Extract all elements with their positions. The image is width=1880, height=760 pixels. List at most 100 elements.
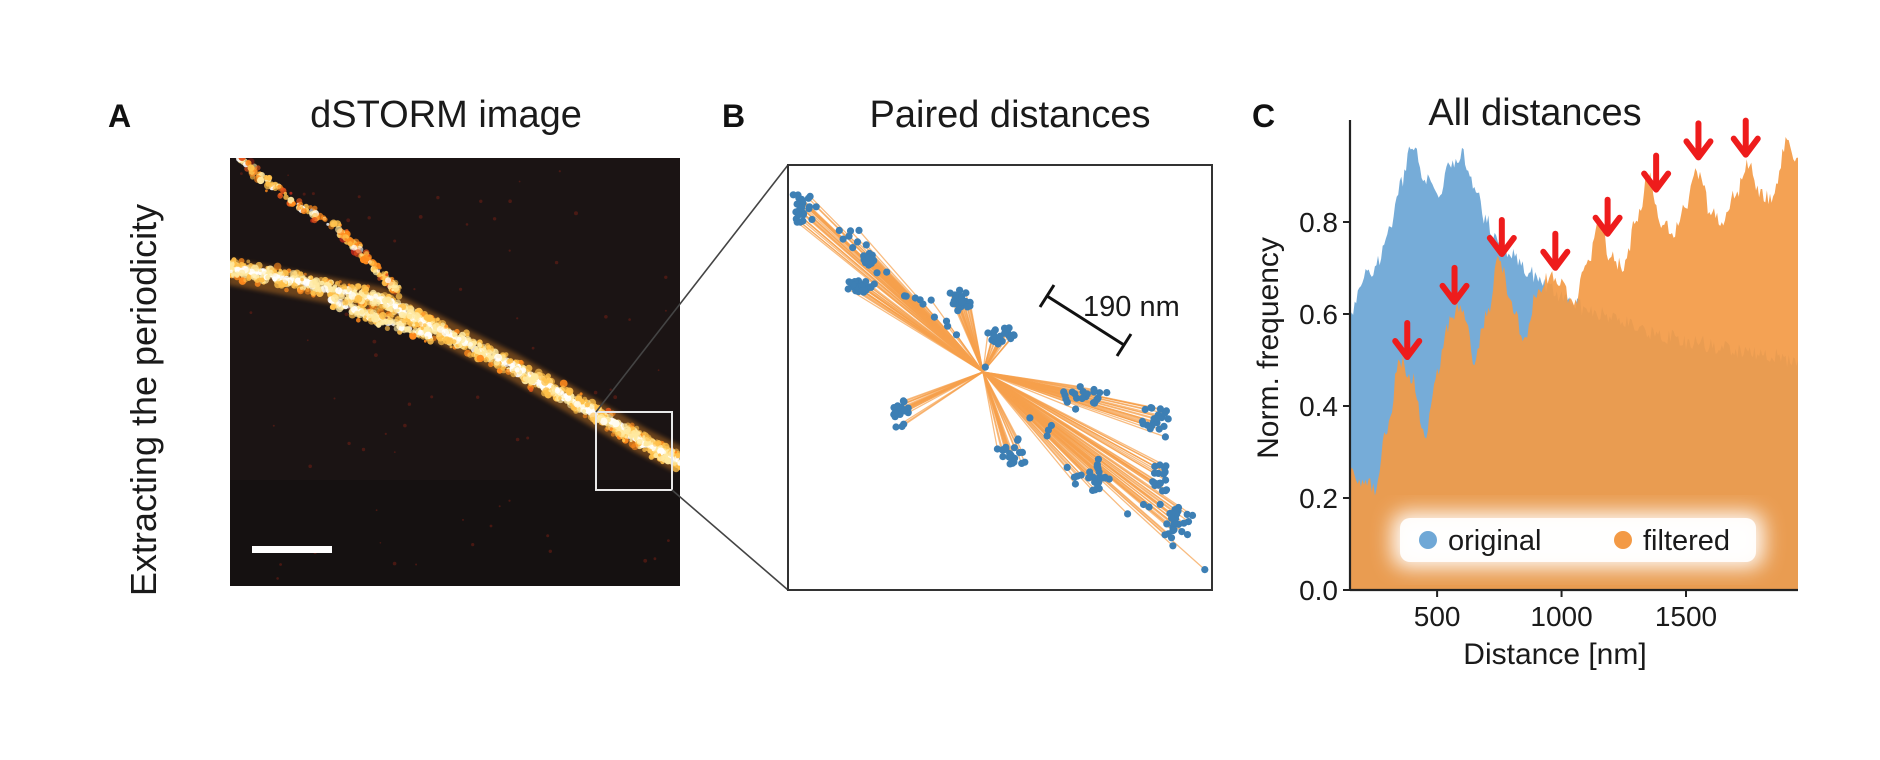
localization-point bbox=[849, 244, 857, 252]
distance-histogram-chart: 0.0 0.2 0.4 0.6 0.8 500 1000 1500 original filte… bbox=[1252, 117, 1798, 671]
localization-dot bbox=[363, 254, 368, 260]
localization-point bbox=[845, 232, 853, 240]
localization-point bbox=[1156, 500, 1164, 508]
background-dot bbox=[593, 390, 598, 395]
background-dot bbox=[407, 402, 412, 406]
localization-dot bbox=[629, 438, 633, 443]
localization-dot bbox=[317, 288, 322, 293]
localization-dot bbox=[662, 450, 667, 455]
x-tick-label: 1000 bbox=[1530, 601, 1592, 632]
localization-dot bbox=[440, 322, 446, 328]
localization-dot bbox=[377, 276, 382, 281]
localization-dot bbox=[284, 287, 289, 293]
localization-dot bbox=[297, 206, 301, 211]
localization-dot bbox=[289, 270, 298, 278]
zoom-connector-top bbox=[595, 164, 789, 413]
localization-point bbox=[798, 197, 806, 205]
localization-dot bbox=[289, 191, 293, 195]
peak-arrow bbox=[1540, 230, 1571, 271]
localization-dot bbox=[468, 342, 473, 347]
localization-point bbox=[805, 203, 814, 211]
pair-line bbox=[982, 371, 1107, 394]
localization-point bbox=[1001, 329, 1009, 337]
chart-title: All distances bbox=[1428, 92, 1641, 134]
background-dot bbox=[333, 397, 336, 400]
localization-dot bbox=[265, 274, 271, 281]
localization-dot bbox=[379, 312, 387, 320]
localization-point bbox=[1005, 453, 1013, 461]
pair-line bbox=[960, 302, 984, 373]
localization-dot bbox=[622, 438, 626, 443]
localization-dot bbox=[312, 278, 317, 283]
localization-point bbox=[1124, 510, 1132, 518]
localization-dot bbox=[425, 326, 432, 334]
localization-point bbox=[1167, 534, 1176, 542]
pair-line bbox=[811, 219, 984, 373]
localization-dot bbox=[556, 389, 564, 396]
pair-line bbox=[903, 371, 984, 412]
localization-dot bbox=[541, 390, 548, 397]
localization-dot bbox=[500, 354, 506, 360]
localization-dot bbox=[342, 289, 348, 295]
localization-dot bbox=[385, 277, 391, 284]
localization-dot bbox=[657, 453, 662, 457]
localization-dot bbox=[238, 269, 246, 277]
localization-dot bbox=[582, 413, 588, 419]
localization-point bbox=[1014, 435, 1022, 443]
background-dot bbox=[276, 577, 279, 580]
pair-line bbox=[847, 288, 984, 373]
background-dot bbox=[518, 180, 521, 183]
background-dot bbox=[516, 317, 519, 320]
background-dot bbox=[418, 215, 423, 219]
localization-dot bbox=[234, 273, 240, 278]
localization-dot bbox=[510, 370, 517, 378]
localization-dot bbox=[514, 362, 518, 366]
localization-point bbox=[1089, 486, 1097, 494]
localization-dot bbox=[494, 353, 502, 362]
background-dot bbox=[379, 542, 382, 544]
localization-point bbox=[919, 300, 927, 308]
localization-dot bbox=[356, 311, 364, 319]
localization-dot bbox=[633, 434, 638, 440]
localization-dot bbox=[574, 400, 581, 408]
localization-point bbox=[902, 292, 910, 300]
localization-dot bbox=[641, 431, 647, 437]
peak-arrow bbox=[1486, 217, 1517, 257]
localization-dot bbox=[243, 277, 248, 283]
localization-dot bbox=[420, 326, 424, 330]
localization-point bbox=[1006, 460, 1014, 468]
peak-arrows bbox=[1392, 117, 1761, 361]
localization-dot bbox=[509, 362, 515, 369]
background-dot bbox=[344, 312, 349, 317]
localization-point bbox=[946, 289, 954, 297]
background-dot bbox=[240, 172, 243, 176]
localization-dot bbox=[349, 303, 353, 308]
background-dot bbox=[531, 346, 535, 350]
legend-label: filtered bbox=[1643, 525, 1730, 557]
panel-b-frame bbox=[787, 164, 1213, 591]
localization-dot bbox=[331, 294, 339, 303]
pair-line bbox=[982, 371, 1076, 410]
localization-dot bbox=[326, 222, 330, 226]
background-dot bbox=[367, 216, 371, 220]
localization-dot bbox=[530, 373, 539, 382]
localization-dot bbox=[525, 364, 533, 372]
localization-dot bbox=[417, 329, 424, 336]
background-dot bbox=[548, 549, 552, 553]
panel-b-title: Paired distances bbox=[870, 94, 1151, 136]
localization-dot bbox=[385, 296, 392, 304]
localization-dot bbox=[356, 318, 361, 323]
pair-line bbox=[870, 286, 984, 373]
peak-arrow bbox=[1592, 196, 1623, 237]
localization-point bbox=[808, 215, 816, 224]
localization-dot bbox=[626, 428, 631, 433]
localization-dot bbox=[257, 176, 265, 185]
localization-dot bbox=[662, 442, 666, 446]
background-dot bbox=[604, 315, 608, 319]
localization-point bbox=[1146, 425, 1154, 433]
localization-dot bbox=[488, 361, 494, 368]
localization-point bbox=[793, 218, 801, 226]
localization-point bbox=[1170, 526, 1178, 534]
localization-dot bbox=[648, 454, 655, 460]
